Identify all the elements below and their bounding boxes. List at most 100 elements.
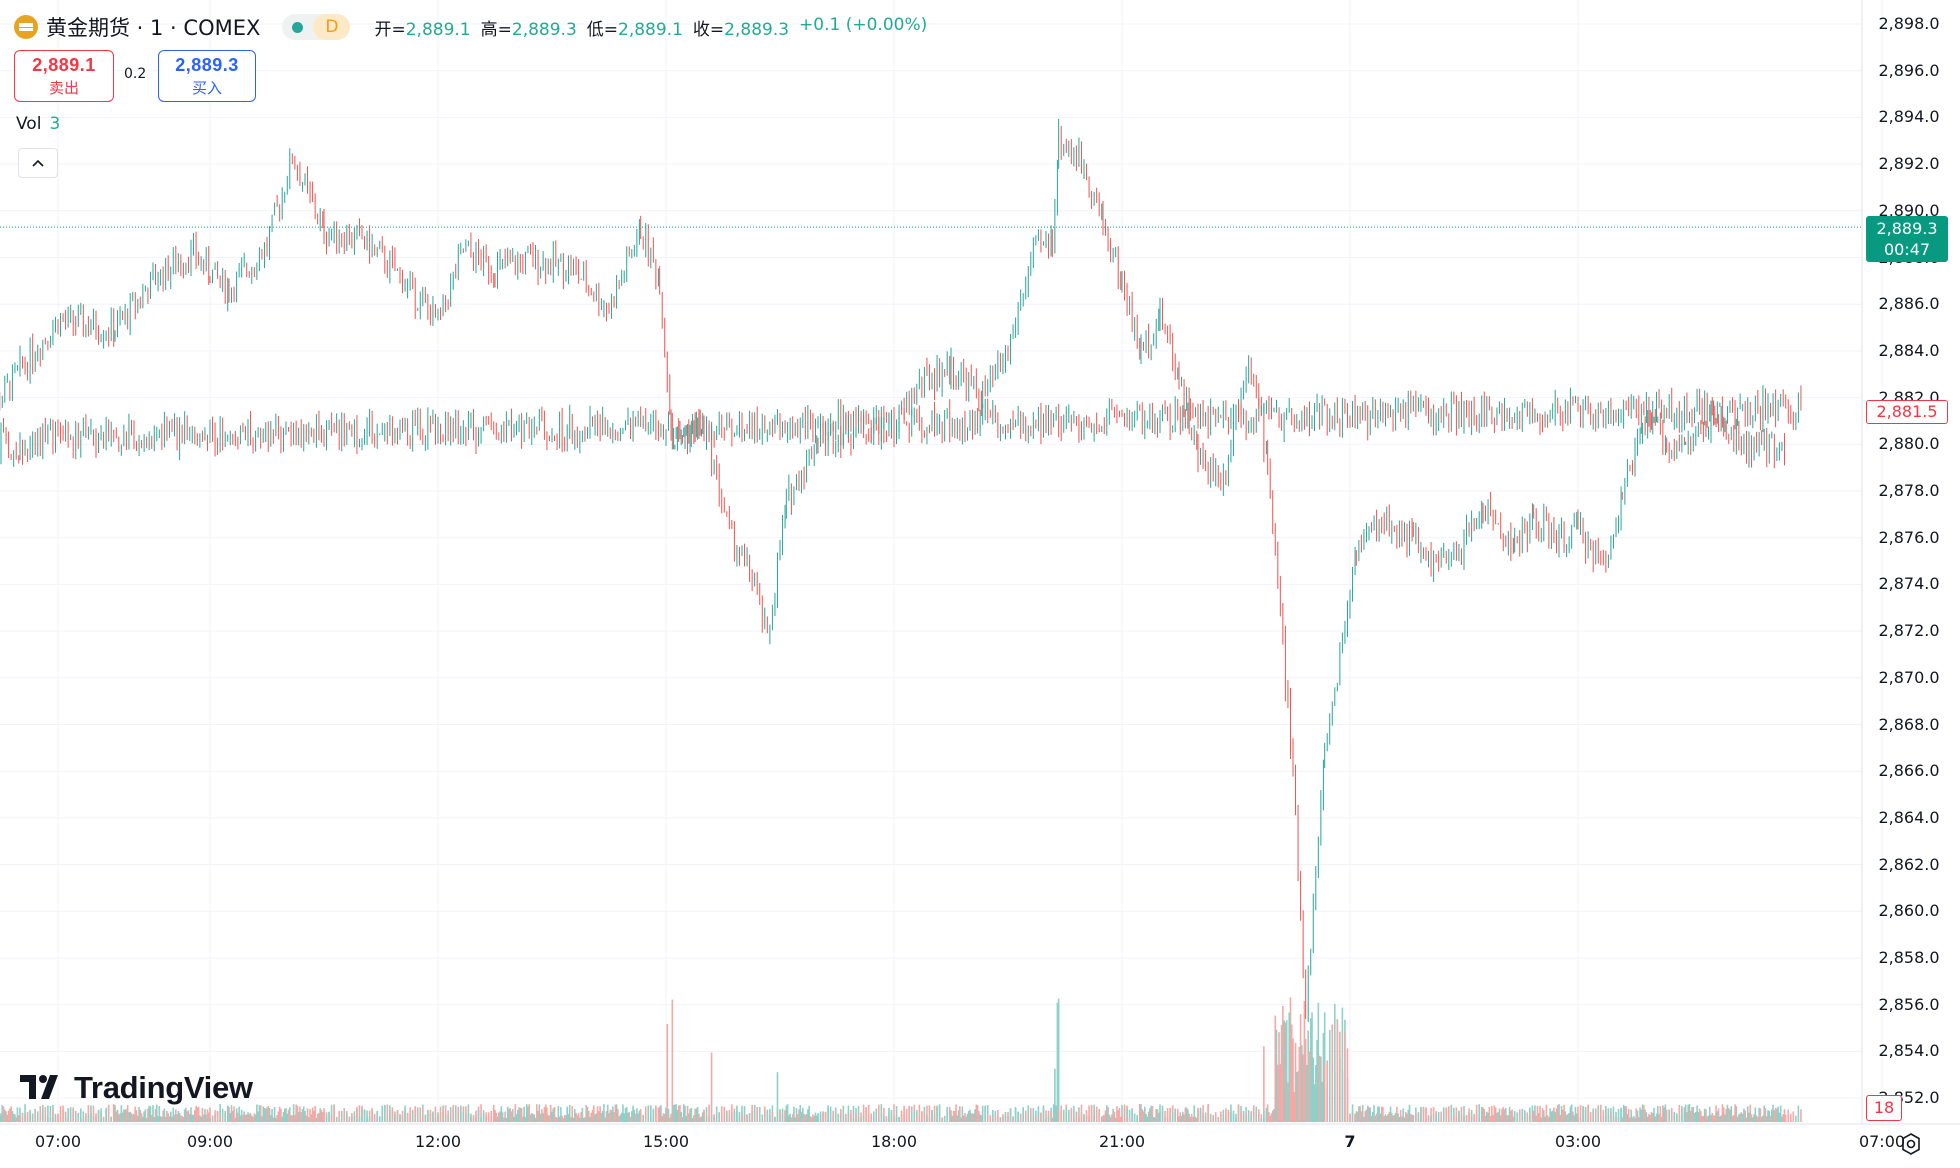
volume-bar — [291, 1115, 294, 1122]
volume-bar — [72, 1107, 74, 1122]
volume-bar — [857, 1106, 860, 1122]
volume-bar — [1397, 1113, 1399, 1122]
volume-bar — [1235, 1113, 1237, 1122]
volume-bar — [888, 1112, 890, 1122]
volume-bar — [1179, 1112, 1182, 1122]
volume-bar — [175, 1109, 177, 1122]
volume-bar — [15, 1117, 17, 1122]
symbol-title[interactable]: 黄金期货 · 1 · COMEX — [46, 16, 261, 40]
volume-bar — [1303, 1000, 1306, 1122]
sell-price: 2,889.1 — [32, 54, 96, 75]
volume-bar — [1779, 1105, 1782, 1122]
volume-bar — [837, 1114, 840, 1122]
volume-bar — [1346, 1048, 1349, 1122]
volume-bar — [804, 1114, 807, 1122]
volume-bar — [541, 1109, 543, 1122]
volume-bar — [1027, 1105, 1030, 1122]
volume-bar — [1073, 1105, 1075, 1122]
volume-bar — [661, 1115, 663, 1122]
volume-bar — [537, 1110, 539, 1122]
volume-bar — [1645, 1112, 1648, 1122]
volume-bar — [181, 1116, 183, 1122]
volume-bar — [120, 1105, 123, 1122]
volume-bar — [300, 1112, 302, 1122]
volume-bar — [1140, 1104, 1142, 1122]
volume-bar — [1800, 1109, 1802, 1122]
volume-bar — [102, 1116, 105, 1122]
volume-bar — [1065, 1106, 1068, 1122]
volume-bar — [358, 1116, 361, 1122]
buy-button[interactable]: 2,889.3 买入 — [158, 50, 256, 102]
volume-bar — [1567, 1114, 1569, 1122]
volume-bar — [601, 1110, 604, 1122]
volume-bar — [1022, 1107, 1024, 1122]
volume-bar — [524, 1117, 527, 1122]
volume-bar — [984, 1105, 986, 1122]
volume-bar — [1057, 998, 1060, 1122]
volume-bar — [556, 1117, 558, 1122]
volume-bar — [14, 1114, 16, 1122]
volume-legend[interactable]: Vol 3 — [16, 114, 60, 134]
volume-bar — [600, 1113, 603, 1122]
volume-bar — [1155, 1109, 1157, 1122]
volume-bar — [1255, 1106, 1258, 1122]
volume-bar — [1502, 1107, 1505, 1122]
volume-bar — [634, 1113, 637, 1122]
market-status[interactable]: D — [282, 14, 351, 40]
collapse-legend-button[interactable] — [18, 148, 58, 178]
volume-bar — [1412, 1115, 1415, 1122]
volume-bar — [1665, 1109, 1668, 1122]
volume-bar — [1768, 1110, 1771, 1122]
volume-bar — [1283, 1020, 1285, 1122]
volume-bar — [257, 1111, 259, 1122]
volume-bar — [829, 1109, 832, 1122]
open-value: 2,889.1 — [405, 19, 471, 40]
volume-bar — [1579, 1105, 1582, 1122]
volume-bar — [842, 1105, 845, 1122]
volume-bar — [1730, 1106, 1733, 1122]
volume-bar — [434, 1106, 437, 1122]
volume-bar — [637, 1113, 639, 1122]
volume-bar — [437, 1112, 439, 1122]
volume-bar — [1783, 1109, 1786, 1122]
volume-bar — [396, 1111, 399, 1122]
volume-bar — [366, 1117, 368, 1122]
volume-bar — [1717, 1108, 1720, 1122]
volume-bar — [239, 1115, 242, 1122]
volume-bar — [1641, 1104, 1644, 1122]
volume-bar — [1702, 1115, 1705, 1122]
volume-bar — [756, 1111, 758, 1122]
price-tick-label: 2,884.0 — [1878, 340, 1940, 360]
symbol-legend[interactable]: 黄金期货 · 1 · COMEX D 开=2,889.1 高=2,889.3 低… — [14, 12, 927, 42]
volume-bar — [1573, 1115, 1575, 1122]
volume-bar — [320, 1109, 323, 1122]
volume-bar — [163, 1108, 166, 1122]
volume-bar — [950, 1110, 952, 1122]
volume-bar — [470, 1113, 472, 1122]
volume-bar — [690, 1107, 693, 1122]
volume-bar — [1537, 1113, 1540, 1122]
volume-bar — [1678, 1104, 1681, 1122]
volume-bar — [1192, 1116, 1194, 1122]
volume-bar — [992, 1109, 994, 1122]
volume-bar — [378, 1116, 381, 1122]
volume-bar — [781, 1114, 784, 1122]
volume-bar — [1653, 1107, 1655, 1122]
price-tick-label: 2,860.0 — [1878, 901, 1940, 921]
volume-bar — [202, 1114, 205, 1122]
volume-bar — [1326, 1060, 1328, 1122]
volume-bar — [142, 1116, 144, 1122]
volume-bar — [125, 1109, 128, 1122]
tradingview-logo[interactable]: TradingView — [20, 1070, 253, 1106]
volume-bar — [1207, 1106, 1209, 1122]
volume-bar — [277, 1111, 280, 1122]
sell-button[interactable]: 2,889.1 卖出 — [14, 50, 114, 102]
volume-bar — [1763, 1105, 1765, 1122]
settings-icon[interactable] — [1898, 1131, 1924, 1157]
volume-bar — [145, 1117, 148, 1122]
volume-bar — [918, 1104, 921, 1122]
volume-bar — [571, 1105, 574, 1122]
volume-bar — [1014, 1107, 1017, 1122]
